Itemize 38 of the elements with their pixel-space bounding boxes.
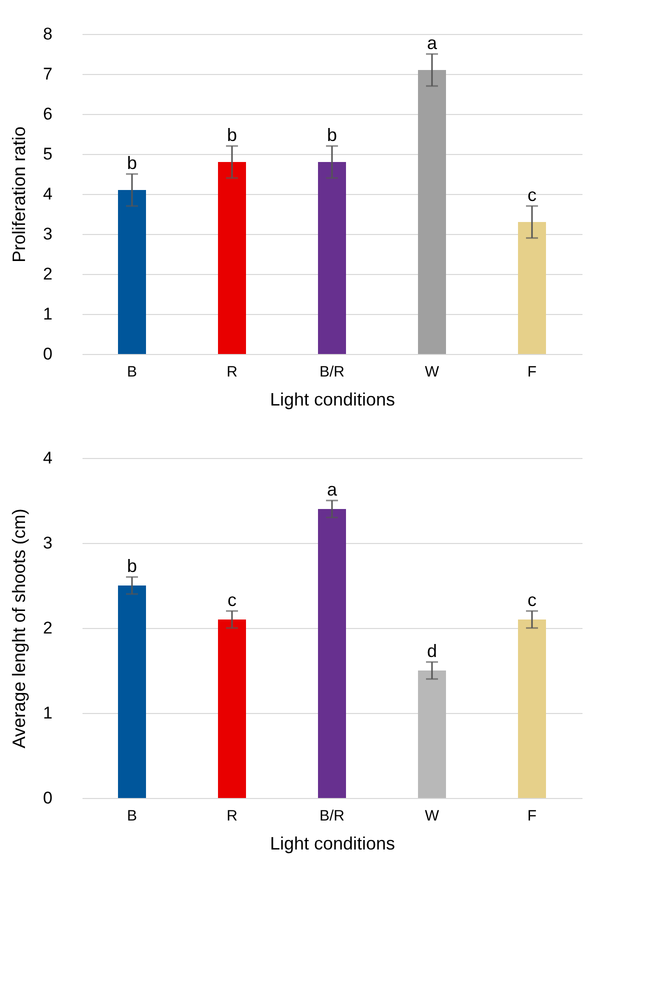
annotation: c xyxy=(228,590,236,610)
annotation: b xyxy=(226,125,238,145)
y-tick-label: 2 xyxy=(43,618,52,638)
x-tick-label: W xyxy=(424,364,440,380)
x-tick-label: B/R xyxy=(319,364,345,380)
x-tick-label: R xyxy=(226,364,238,380)
y-tick-label: 0 xyxy=(43,788,52,808)
y-tick-label: 0 xyxy=(43,344,52,364)
y-tick-label: 5 xyxy=(43,144,52,164)
y-axis-title: Average lenght of shoots (cm) xyxy=(9,508,30,748)
y-tick-label: 4 xyxy=(43,184,52,204)
x-tick-label: R xyxy=(226,808,238,824)
annotation: b xyxy=(326,125,338,145)
y-tick-label: 4 xyxy=(43,448,52,468)
y-tick-label: 3 xyxy=(43,534,52,552)
x-tick-label: F xyxy=(527,808,537,824)
annotation: b xyxy=(126,556,138,576)
y-axis-title: Proliferation ratio xyxy=(9,126,30,263)
annotation: c xyxy=(528,185,536,205)
x-tick-label: W xyxy=(424,808,440,824)
x-axis-title: Light conditions xyxy=(270,390,396,410)
y-tick-label: 3 xyxy=(43,224,52,244)
y-tick-label: 1 xyxy=(43,304,52,324)
x-tick-label: F xyxy=(527,364,537,380)
x-tick-label: B xyxy=(126,364,138,380)
y-tick-label: 6 xyxy=(43,104,52,124)
y-tick-label: 2 xyxy=(43,264,52,284)
x-axis-title: Light conditions xyxy=(270,834,396,854)
annotation: c xyxy=(528,590,536,610)
annotation: b xyxy=(126,153,138,173)
x-tick-label: B xyxy=(126,808,138,824)
y-tick-label: 8 xyxy=(43,24,52,44)
y-tick-label: 1 xyxy=(43,704,52,722)
annotation: a xyxy=(326,480,338,500)
x-tick-label: B/R xyxy=(319,808,345,824)
annotation: d xyxy=(426,641,438,661)
annotation: a xyxy=(426,33,438,53)
y-tick-label: 7 xyxy=(43,64,52,84)
